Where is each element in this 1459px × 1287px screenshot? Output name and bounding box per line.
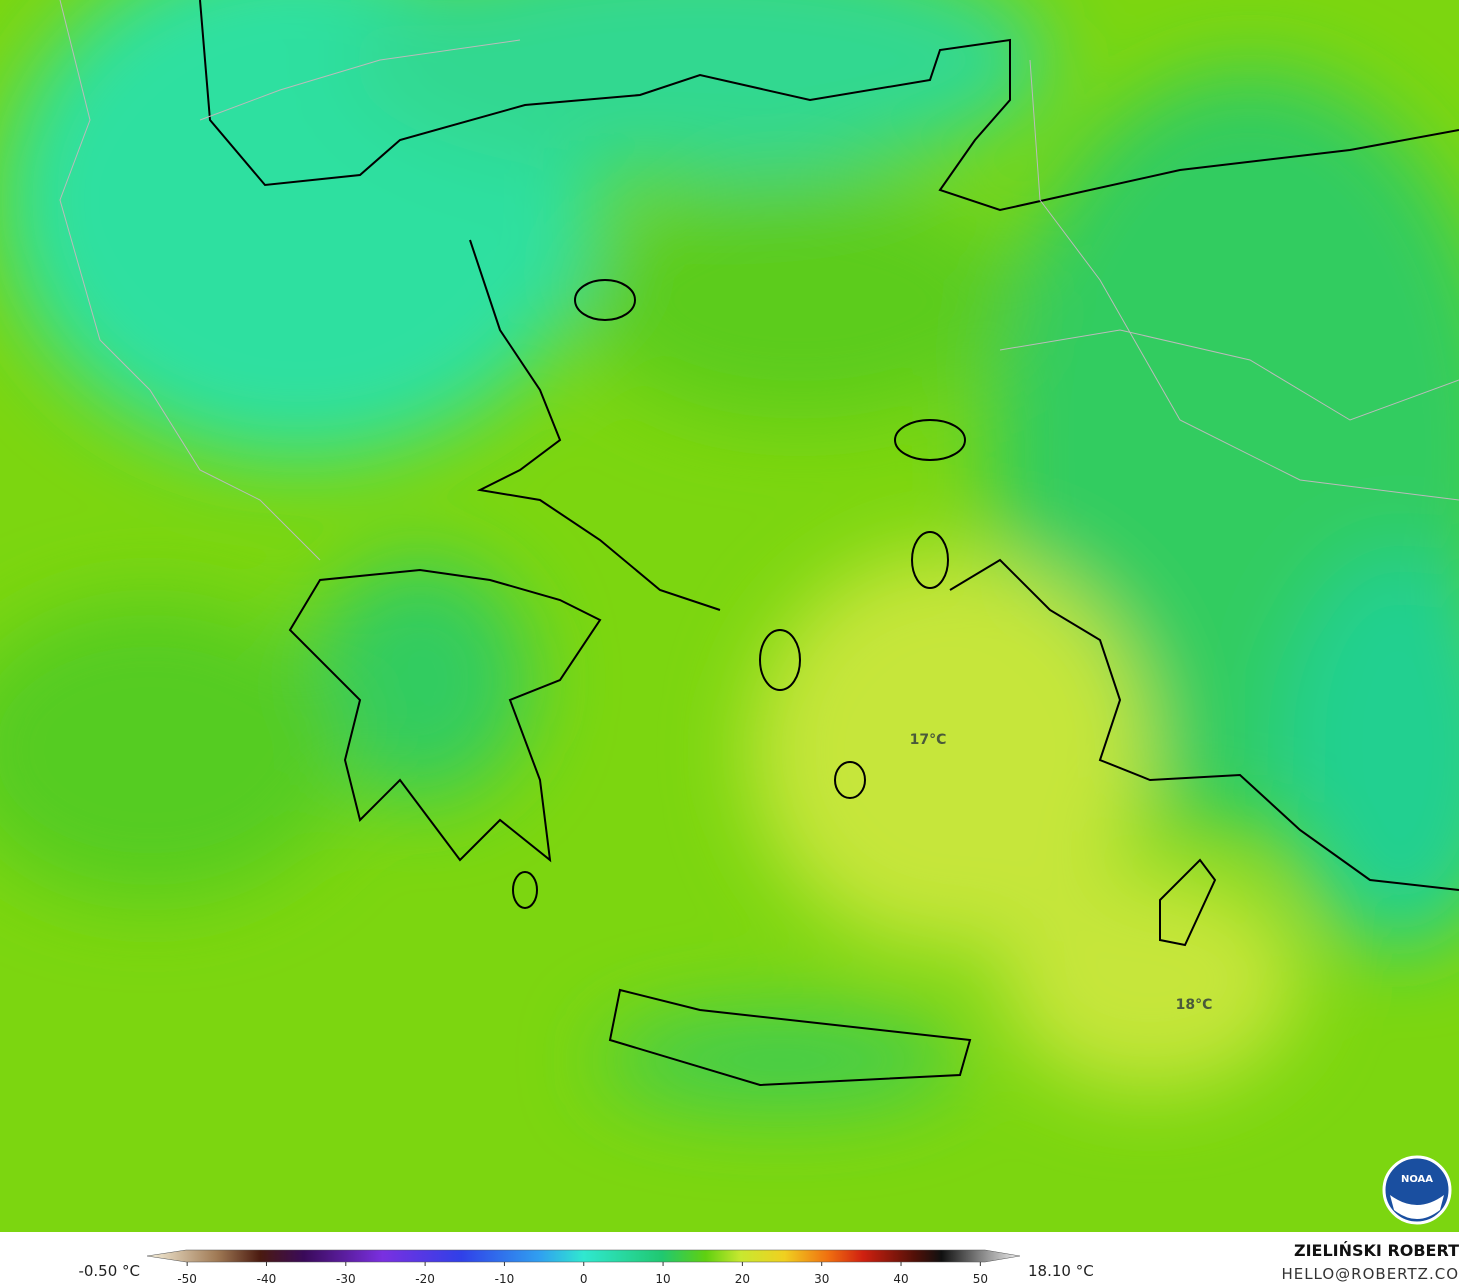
colorbar-tick-label: 40 bbox=[893, 1272, 908, 1286]
temperature-field bbox=[0, 0, 1459, 1110]
colorbar-bar bbox=[146, 1249, 1021, 1263]
author: ZIELIŃSKI ROBERT bbox=[1294, 1241, 1459, 1260]
colorbar-tick-label: 20 bbox=[735, 1272, 750, 1286]
colorbar-tick-label: -50 bbox=[177, 1272, 197, 1286]
colorbar-tick-label: -20 bbox=[415, 1272, 435, 1286]
colorbar-tick-label: 30 bbox=[814, 1272, 829, 1286]
logo: NOAA bbox=[1382, 1155, 1452, 1225]
logo-text: NOAA bbox=[1401, 1174, 1433, 1185]
colorbar bbox=[146, 1249, 1021, 1263]
email: HELLO@ROBERTZ.CO bbox=[1281, 1265, 1459, 1283]
map: 17°C 18°C NOAA bbox=[0, 0, 1459, 1232]
colorbar-tick-label: 10 bbox=[655, 1272, 670, 1286]
borders bbox=[59, 0, 1459, 561]
colorbar-tick-label: -40 bbox=[257, 1272, 277, 1286]
map-label: 18°C bbox=[1176, 997, 1213, 1013]
coastlines bbox=[199, 0, 1459, 1087]
colorbar-tick-label: 0 bbox=[580, 1272, 588, 1286]
map-label: 17°C bbox=[910, 732, 947, 748]
colorbar-tick-label: 50 bbox=[973, 1272, 988, 1286]
max-label: 18.10 °C bbox=[1028, 1262, 1094, 1280]
min-label: -0.50 °C bbox=[78, 1262, 140, 1280]
colorbar-tick-label: -30 bbox=[336, 1272, 356, 1286]
colorbar-tick-label: -10 bbox=[495, 1272, 515, 1286]
